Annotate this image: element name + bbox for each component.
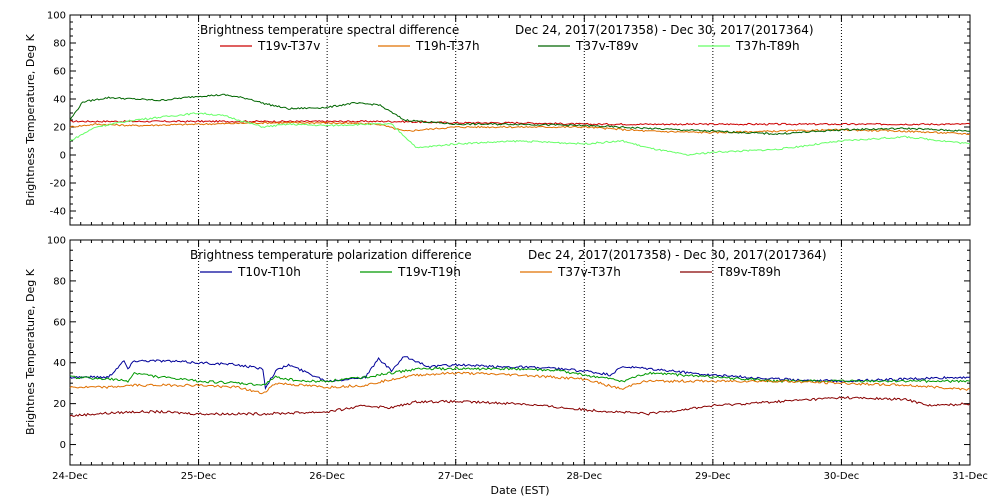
spectral-legend-label: T37v-T89v	[575, 39, 638, 53]
polarization-series-line-t10v-t10h	[69, 356, 971, 391]
polarization-series-line-t89v-t89h	[69, 395, 971, 417]
x-tick-labels: 24-Dec 25-Dec 26-Dec 27-Dec 28-Dec 29-Dec 30-D…	[52, 471, 988, 482]
polarization-date-range: Dec 24, 2017(2017358) - Dec 30, 2017(201…	[528, 248, 827, 262]
polarization-legend: T10v-T10h T19v-T19h T37v-T37h T89v-T89h	[200, 265, 781, 279]
polarization-legend-label: T10v-T10h	[237, 265, 301, 279]
x-tick-label: 24-Dec	[52, 471, 88, 482]
x-tick-label: 29-Dec	[695, 471, 731, 482]
x-tick-label: 28-Dec	[566, 471, 602, 482]
spectral-chart-title: Brightness temperature spectral differen…	[200, 23, 459, 37]
polarization-y-tick-label: 40	[53, 358, 66, 369]
spectral-legend-label: T19h-T37h	[415, 39, 480, 53]
spectral-y-tick-label: 80	[53, 39, 66, 50]
polarization-chart-title: Brightness temperature polarization diff…	[190, 248, 472, 262]
spectral-legend: T19v-T37v T19h-T37h T37v-T89v T37h-T89h	[220, 39, 800, 53]
polarization-y-tick-label: 80	[53, 276, 66, 287]
polarization-y-tick-label: 60	[53, 317, 66, 328]
polarization-y-axis-label: Brightnes Temperature, Deg K	[24, 268, 37, 435]
x-tick-label: 31-Dec	[952, 471, 988, 482]
spectral-legend-label: T37h-T89h	[735, 39, 800, 53]
spectral-y-tick-label: 20	[53, 123, 66, 134]
x-axis-label: Date (EST)	[490, 484, 549, 497]
polarization-y-ticks: 0 20 40 60 80 100	[47, 236, 970, 466]
polarization-legend-label: T37v-T37h	[557, 265, 621, 279]
spectral-legend-label: T19v-T37v	[257, 39, 320, 53]
polarization-series-line-t19v-t19h	[69, 366, 971, 386]
spectral-grid	[198, 15, 842, 225]
spectral-series-line-t19v-t37v	[70, 119, 971, 126]
x-tick-label: 30-Dec	[824, 471, 860, 482]
spectral-series-line-t37h-t89h	[69, 112, 971, 156]
spectral-plot-area	[69, 14, 971, 226]
polarization-legend-label: T19v-T19h	[397, 265, 461, 279]
spectral-series-line-t37v-t89v	[69, 93, 971, 136]
spectral-y-tick-label: 40	[53, 95, 66, 106]
x-tick-label: 27-Dec	[438, 471, 474, 482]
spectral-y-tick-label: -20	[50, 179, 66, 190]
spectral-y-tick-label: 100	[47, 11, 66, 22]
polarization-series-line-t37v-t37h	[69, 371, 971, 395]
spectral-date-range: Dec 24, 2017(2017358) - Dec 30, 2017(201…	[515, 23, 814, 37]
spectral-y-axis-label: Brightness Temperature, Deg K	[24, 33, 37, 205]
polarization-plot-area	[69, 239, 971, 466]
x-tick-label: 25-Dec	[181, 471, 217, 482]
spectral-series	[69, 93, 971, 156]
spectral-y-ticks: -40 -20 0 20 40 60 80 100	[47, 11, 970, 226]
polarization-legend-label: T89v-T89h	[717, 265, 781, 279]
spectral-y-tick-label: 60	[53, 67, 66, 78]
polarization-y-tick-label: 0	[60, 440, 66, 451]
polarization-y-tick-label: 100	[47, 236, 66, 247]
spectral-panel: -40 -20 0 20 40 60 80 100 Brightness temperatur…	[24, 11, 971, 226]
polarization-series	[69, 356, 971, 417]
x-tick-label: 26-Dec	[309, 471, 345, 482]
spectral-y-tick-label: -40	[50, 207, 66, 218]
polarization-x-ticks	[69, 240, 971, 465]
spectral-x-ticks	[69, 15, 971, 225]
polarization-panel: 0 20 40 60 80 100 Brightness temperature pola…	[24, 236, 971, 466]
spectral-y-tick-label: 0	[60, 151, 66, 162]
polarization-y-tick-label: 20	[53, 399, 66, 410]
